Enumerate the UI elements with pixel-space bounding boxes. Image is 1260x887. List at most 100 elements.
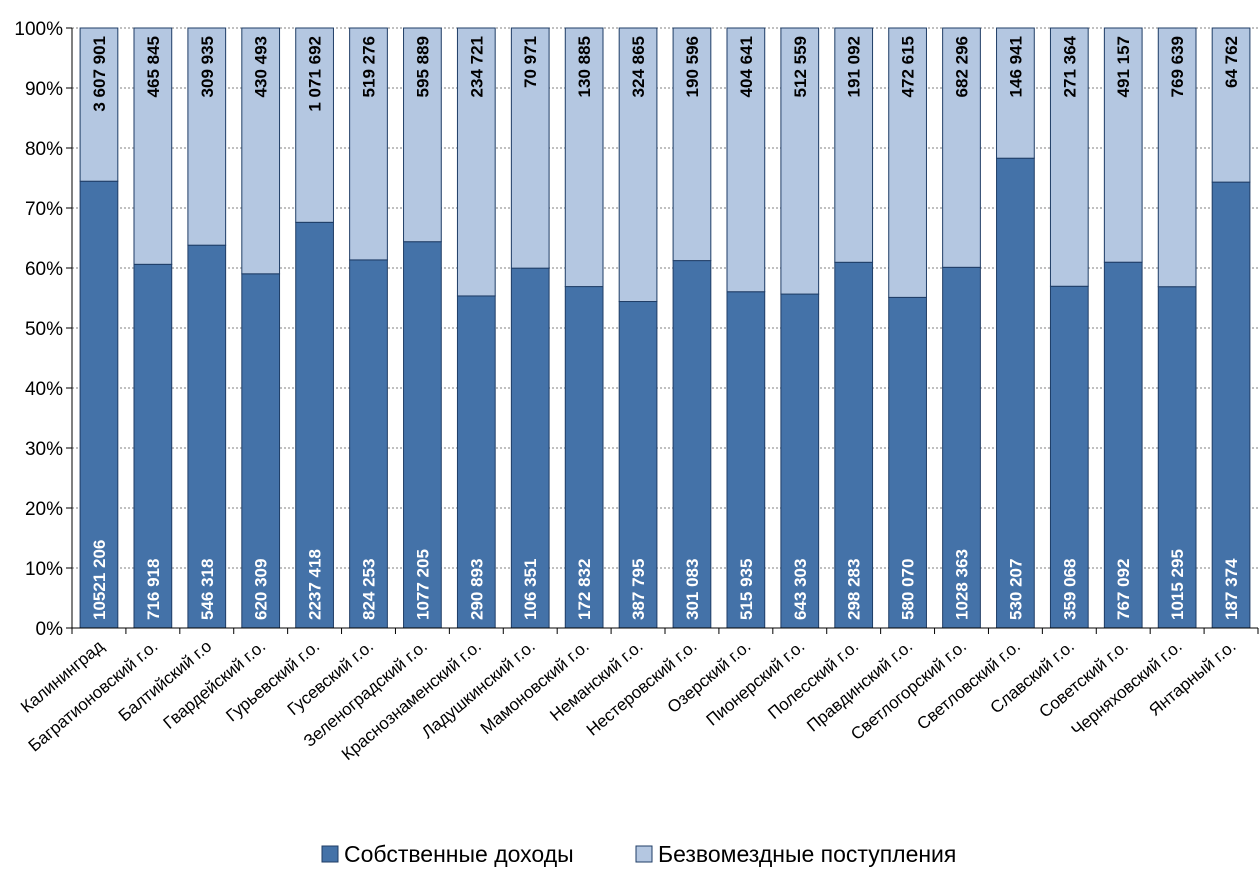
- value-labels: 10521 206 3 607 901 716 918 465 845 546 318 3…: [90, 35, 1241, 620]
- bar-grants: [510, 27, 550, 269]
- bar-grants: [133, 27, 173, 265]
- bar-grants: [780, 27, 820, 295]
- bar-grants: [349, 27, 388, 261]
- category-label: Полесский г.о.: [764, 637, 862, 723]
- y-tick-label: 100%: [14, 19, 63, 40]
- legend-label-grants: Безвомездные поступления: [658, 841, 956, 867]
- y-tick-label: 0%: [36, 619, 64, 640]
- value-label-grants: 1 071 692: [306, 36, 325, 112]
- value-label-own-income: 301 083: [683, 559, 702, 620]
- value-label-own-income: 580 070: [899, 559, 918, 620]
- value-label-grants: 769 639: [1168, 36, 1187, 97]
- value-label-own-income: 643 303: [791, 559, 810, 620]
- value-label-own-income: 1028 363: [953, 549, 972, 620]
- value-label-own-income: 546 318: [198, 559, 217, 620]
- bar-grants: [295, 27, 334, 223]
- value-label-own-income: 172 832: [575, 559, 594, 620]
- bar-grants: [672, 27, 712, 262]
- value-label-grants: 472 615: [899, 36, 918, 97]
- bar-grants: [241, 27, 281, 275]
- legend: Собственные доходы Безвомездные поступлен…: [321, 841, 956, 867]
- bar-own-income: [295, 221, 334, 629]
- y-tick-label: 20%: [25, 499, 63, 520]
- legend-swatch-grants: [635, 845, 653, 863]
- bar-grants: [1103, 27, 1143, 263]
- y-tick-label: 70%: [25, 199, 63, 220]
- value-label-grants: 595 889: [413, 36, 432, 97]
- value-label-grants: 430 493: [252, 36, 271, 97]
- bar-grants: [1049, 27, 1089, 287]
- y-tick-label: 30%: [25, 439, 63, 460]
- y-tick-label: 50%: [25, 319, 63, 340]
- bar-grants: [618, 27, 658, 303]
- y-tick-label: 40%: [25, 379, 63, 400]
- bar-own-income: [456, 295, 496, 629]
- value-label-own-income: 187 374: [1222, 558, 1241, 620]
- value-label-grants: 130 885: [575, 36, 594, 97]
- value-label-grants: 512 559: [791, 36, 810, 97]
- category-label: Пионерский г.о.: [703, 637, 809, 730]
- y-tick-label: 90%: [25, 79, 63, 100]
- axes: [71, 28, 1259, 634]
- bar-grants: [1211, 27, 1251, 183]
- category-label: Неманский г.о.: [546, 637, 646, 725]
- value-label-grants: 404 641: [737, 36, 756, 97]
- value-label-grants: 491 157: [1114, 36, 1133, 97]
- y-tick-label: 10%: [25, 559, 63, 580]
- value-label-grants: 64 762: [1222, 36, 1241, 88]
- bar-own-income: [942, 266, 981, 629]
- value-label-own-income: 106 351: [521, 559, 540, 620]
- y-tick-label: 60%: [25, 259, 63, 280]
- value-label-grants: 465 845: [144, 36, 163, 97]
- bar-own-income: [510, 267, 550, 629]
- value-label-grants: 190 596: [683, 36, 702, 97]
- y-tick-label: 80%: [25, 139, 63, 160]
- y-axis-ticks: 0% 10% 20% 30% 40% 50% 60% 70% 80% 90% 100%: [14, 19, 72, 640]
- value-label-grants: 271 364: [1060, 35, 1079, 97]
- bar-own-income: [996, 157, 1035, 629]
- bar-grants: [187, 27, 227, 246]
- value-label-grants: 309 935: [198, 36, 217, 97]
- value-label-grants: 324 865: [629, 36, 648, 97]
- value-label-own-income: 515 935: [737, 559, 756, 620]
- legend-swatch-own-income: [321, 845, 339, 863]
- value-label-own-income: 359 068: [1060, 559, 1079, 620]
- value-label-own-income: 2237 418: [306, 549, 325, 620]
- bar-own-income: [1211, 181, 1251, 629]
- bar-own-income: [1049, 285, 1089, 629]
- category-label: Гурьевский г.о.: [222, 637, 323, 726]
- bar-grants: [888, 27, 927, 298]
- value-label-own-income: 1015 295: [1168, 549, 1187, 620]
- bar-own-income: [1157, 286, 1197, 629]
- legend-label-own-income: Собственные доходы: [344, 841, 574, 867]
- bar-grants: [1157, 27, 1197, 288]
- bar-grants: [564, 27, 604, 288]
- bar-grants: [834, 27, 874, 263]
- value-label-own-income: 10521 206: [90, 540, 109, 620]
- value-label-own-income: 1077 205: [413, 549, 432, 620]
- value-label-own-income: 530 207: [1006, 559, 1025, 620]
- value-label-grants: 70 971: [521, 36, 540, 88]
- bar-grants: [456, 27, 496, 297]
- bar-grants: [726, 27, 766, 293]
- value-label-grants: 146 941: [1006, 36, 1025, 97]
- value-label-own-income: 767 092: [1114, 559, 1133, 620]
- value-label-own-income: 716 918: [144, 559, 163, 620]
- bar-own-income: [79, 180, 119, 629]
- bar-own-income: [241, 273, 281, 629]
- bar-grants: [996, 27, 1035, 159]
- value-label-grants: 234 721: [467, 36, 486, 97]
- value-label-own-income: 387 795: [629, 559, 648, 620]
- bar-own-income: [888, 296, 927, 629]
- value-label-own-income: 824 253: [360, 559, 379, 620]
- value-label-own-income: 290 893: [467, 559, 486, 620]
- value-label-grants: 519 276: [360, 36, 379, 97]
- bar-grants: [79, 27, 119, 182]
- category-label: Балтийский г.о: [115, 637, 216, 726]
- bar-own-income: [187, 244, 227, 629]
- value-label-own-income: 298 283: [845, 559, 864, 620]
- value-label-grants: 3 607 901: [90, 36, 109, 112]
- value-label-grants: 191 092: [845, 36, 864, 97]
